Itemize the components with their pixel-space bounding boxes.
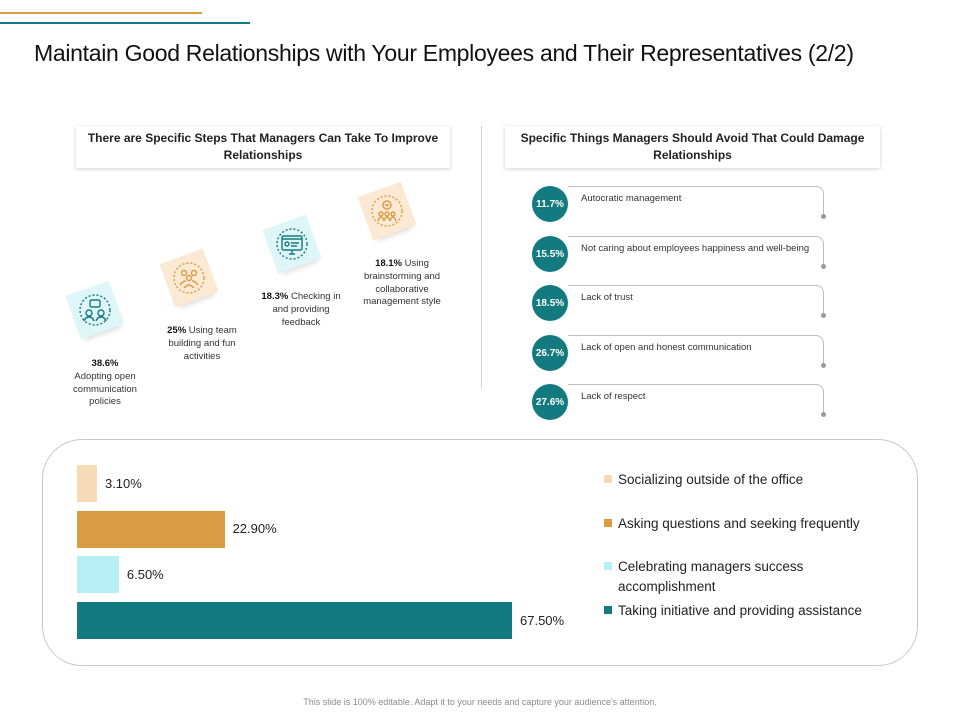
team-building-icon xyxy=(166,255,212,301)
step-percent: 38.6% xyxy=(91,358,119,369)
legend-swatch xyxy=(604,475,612,483)
avoid-item-frame xyxy=(568,285,826,318)
legend-item: Celebrating managers success accomplishm… xyxy=(604,557,834,596)
brainstorm-icon xyxy=(364,188,410,234)
connector-dot xyxy=(821,313,826,318)
avoid-label: Lack of trust xyxy=(581,292,633,303)
connector-dot xyxy=(821,264,826,269)
legend-label: Socializing outside of the office xyxy=(618,472,804,487)
step-description: Using brainstorming and collaborative ma… xyxy=(363,258,441,308)
avoid-item-frame xyxy=(568,236,826,269)
chart-panel xyxy=(42,439,918,666)
avoid-item: 15.5% Not caring about employees happine… xyxy=(532,236,826,272)
avoid-item: 18.5% Lack of trust xyxy=(532,285,826,321)
avoid-item-frame xyxy=(568,186,826,219)
avoid-item-frame xyxy=(568,335,826,368)
avoid-heading: Specific Things Managers Should Avoid Th… xyxy=(505,126,880,168)
legend-label: Celebrating managers success accomplishm… xyxy=(618,559,804,594)
step-2-text: 25% Using team building and fun activiti… xyxy=(156,325,248,363)
step-4-text: 18.1% Using brainstorming and collaborat… xyxy=(356,258,448,309)
feedback-screen-icon xyxy=(269,221,315,267)
section-divider xyxy=(481,126,482,388)
top-accent-line-gold xyxy=(0,12,202,14)
avoid-label: Autocratic management xyxy=(581,193,682,204)
step-1-text: 38.6% Adopting open communication polici… xyxy=(60,358,150,409)
avoid-item: 27.6% Lack of respect xyxy=(532,384,826,420)
connector-dot xyxy=(821,214,826,219)
avoid-percent-badge: 11.7% xyxy=(532,186,568,222)
step-percent: 25% xyxy=(167,325,187,336)
avoid-label: Not caring about employees happiness and… xyxy=(581,243,810,254)
avoid-percent-badge: 26.7% xyxy=(532,335,568,371)
connector-dot xyxy=(821,363,826,368)
step-description: Adopting open communication policies xyxy=(73,370,137,408)
connector-dot xyxy=(821,412,826,417)
legend-item: Asking questions and seeking frequently xyxy=(604,514,894,534)
steps-heading: There are Specific Steps That Managers C… xyxy=(76,126,450,168)
legend-swatch xyxy=(604,562,612,570)
avoid-percent-badge: 15.5% xyxy=(532,236,568,272)
step-description: Using team building and fun activities xyxy=(168,325,237,362)
avoid-label: Lack of respect xyxy=(581,391,646,402)
step-description: Checking in and providing feedback xyxy=(272,291,341,328)
team-chat-icon xyxy=(72,287,118,333)
step-percent: 18.1% xyxy=(375,258,402,269)
legend-swatch xyxy=(604,606,612,614)
top-accent-line-teal xyxy=(0,22,250,24)
legend-label: Taking initiative and providing assistan… xyxy=(618,603,862,618)
avoid-item-frame xyxy=(568,384,826,417)
avoid-percent-badge: 18.5% xyxy=(532,285,568,321)
legend-item: Socializing outside of the office xyxy=(604,470,894,490)
step-percent: 18.3% xyxy=(261,291,289,302)
avoid-percent-badge: 27.6% xyxy=(532,384,568,420)
footer-note: This slide is 100% editable. Adapt it to… xyxy=(303,697,657,707)
legend-label: Asking questions and seeking frequently xyxy=(618,516,860,531)
avoid-item: 11.7% Autocratic management xyxy=(532,186,826,222)
legend-swatch xyxy=(604,519,612,527)
avoid-item: 26.7% Lack of open and honest communicat… xyxy=(532,335,826,371)
step-3-text: 18.3% Checking in and providing feedback xyxy=(256,291,346,329)
legend-item: Taking initiative and providing assistan… xyxy=(604,601,894,621)
slide-title: Maintain Good Relationships with Your Em… xyxy=(34,40,854,66)
avoid-label: Lack of open and honest communication xyxy=(581,342,752,353)
